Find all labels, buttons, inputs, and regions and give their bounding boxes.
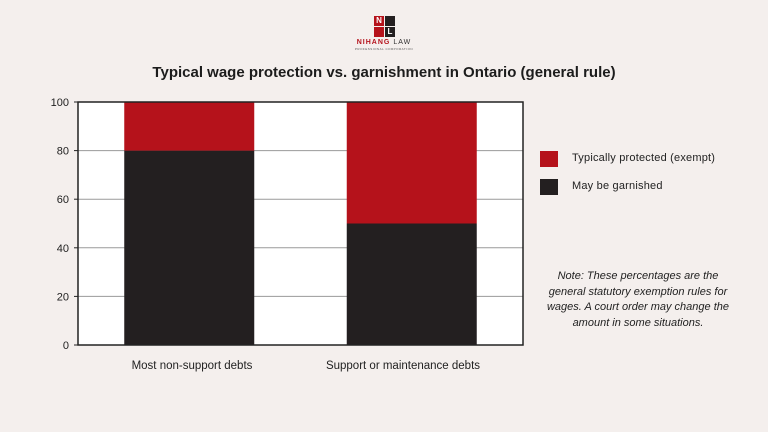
legend-label-protected: Typically protected (exempt) bbox=[572, 152, 716, 164]
legend-swatch-protected bbox=[540, 151, 558, 167]
logo-mark-block bbox=[385, 16, 395, 26]
logo: N L NIHANG LAW PROFESSIONAL CORPORATION bbox=[344, 14, 424, 51]
legend-label-garnished: May be garnished bbox=[572, 180, 663, 192]
y-tick-label: 20 bbox=[57, 291, 69, 303]
logo-mark-n: N bbox=[374, 16, 384, 26]
legend-swatch-garnished bbox=[540, 179, 558, 195]
logo-name-red: NIHANG bbox=[356, 39, 391, 46]
bar-garnished bbox=[346, 223, 477, 345]
category-label-non-support: Most non-support debts bbox=[131, 360, 253, 372]
logo-name: NIHANG LAW bbox=[344, 39, 424, 46]
chart-note: Note: These percentages are the general … bbox=[546, 270, 729, 329]
y-tick-label: 40 bbox=[57, 243, 69, 255]
legend-item-protected: Typically protected (exempt) bbox=[540, 151, 740, 169]
legend-item-garnished: May be garnished bbox=[540, 179, 740, 197]
logo-tagline: PROFESSIONAL CORPORATION bbox=[354, 47, 414, 51]
y-tick-label: 100 bbox=[51, 97, 69, 109]
plot-frame bbox=[77, 101, 524, 346]
y-tick-label: 80 bbox=[57, 146, 69, 158]
y-tick-label: 0 bbox=[63, 340, 69, 352]
logo-name-rest: LAW bbox=[390, 39, 412, 46]
logo-mark-block bbox=[374, 27, 384, 37]
logo-mark-l: L bbox=[385, 27, 395, 37]
bar-protected bbox=[346, 102, 477, 224]
bar-protected bbox=[124, 102, 255, 151]
category-label-support: Support or maintenance debts bbox=[325, 360, 481, 372]
bar-garnished bbox=[124, 150, 255, 345]
y-tick-label: 60 bbox=[57, 194, 69, 206]
chart-title: Typical wage protection vs. garnishment … bbox=[152, 64, 616, 81]
